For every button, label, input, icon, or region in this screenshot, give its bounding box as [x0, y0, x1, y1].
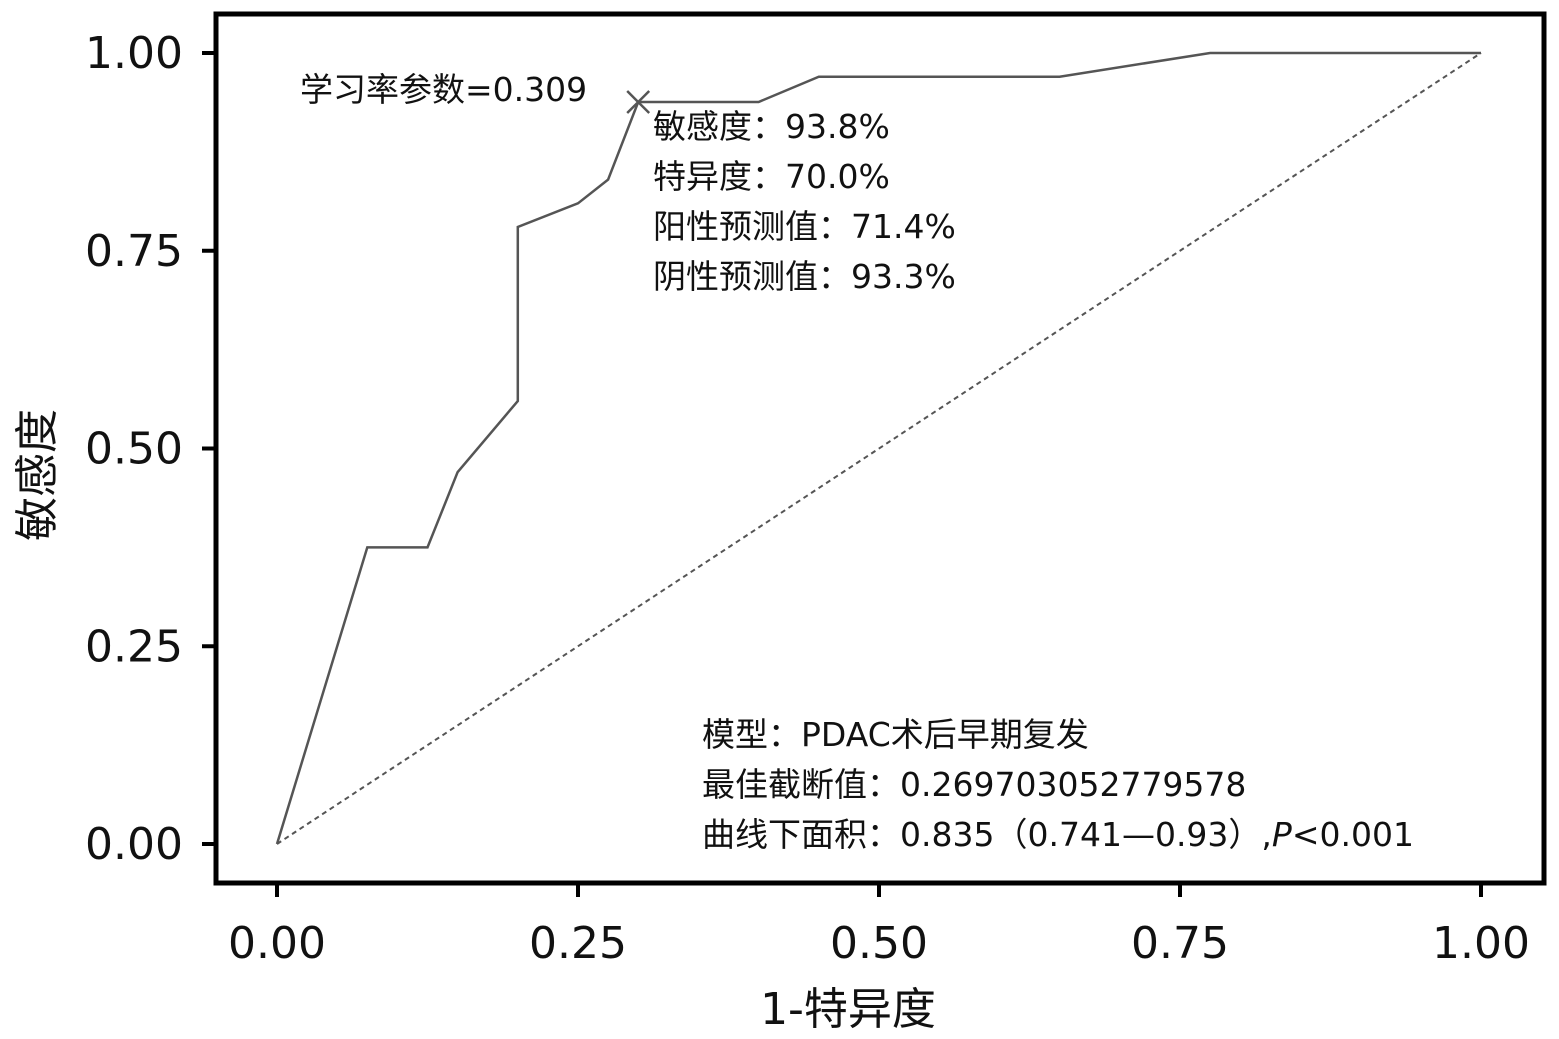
y-axis-ticks: 0.00 0.25 0.50 0.75 1.00	[85, 28, 216, 870]
x-tick-label: 0.50	[830, 918, 928, 969]
series-layer	[275, 51, 1482, 845]
optimal-point-marker	[626, 90, 651, 114]
specificity-annotation: 特异度：70.0%	[653, 157, 890, 196]
x-tick-label: 0.75	[1131, 918, 1229, 969]
y-tick-label: 0.50	[85, 424, 183, 475]
npv-annotation: 阴性预测值：93.3%	[653, 257, 956, 296]
y-tick-label: 0.25	[85, 621, 183, 672]
marker-cross-stroke	[626, 90, 651, 114]
x-tick-label: 1.00	[1432, 918, 1530, 969]
marker-label: 学习率参数=0.309	[300, 70, 587, 109]
reference-diagonal-line	[276, 52, 1482, 845]
ppv-annotation: 阳性预测值：71.4%	[653, 207, 956, 246]
roc-curve-line	[275, 51, 1481, 845]
p-symbol: P	[1272, 815, 1292, 854]
y-axis-label: 敏感度	[12, 409, 63, 541]
x-tick-label: 0.25	[529, 918, 627, 969]
x-tick-label: 0.00	[228, 918, 326, 969]
auc-prefix: 曲线下面积：0.835（0.741—0.93）,	[702, 815, 1272, 854]
x-axis-ticks: 0.00 0.25 0.50 0.75 1.00	[228, 883, 1530, 969]
y-tick-label: 1.00	[85, 28, 183, 79]
auc-annotation: 曲线下面积：0.835（0.741—0.93）,P<0.001	[702, 815, 1414, 854]
y-tick-label: 0.75	[85, 226, 183, 277]
x-axis-label: 1-特异度	[760, 984, 936, 1035]
model-annotation: 模型：PDAC术后早期复发	[702, 715, 1089, 754]
y-tick-label: 0.00	[85, 819, 183, 870]
p-value: <0.001	[1292, 815, 1414, 854]
sensitivity-annotation: 敏感度：93.8%	[653, 107, 890, 146]
cutoff-annotation: 最佳截断值：0.269703052779578	[702, 765, 1246, 804]
